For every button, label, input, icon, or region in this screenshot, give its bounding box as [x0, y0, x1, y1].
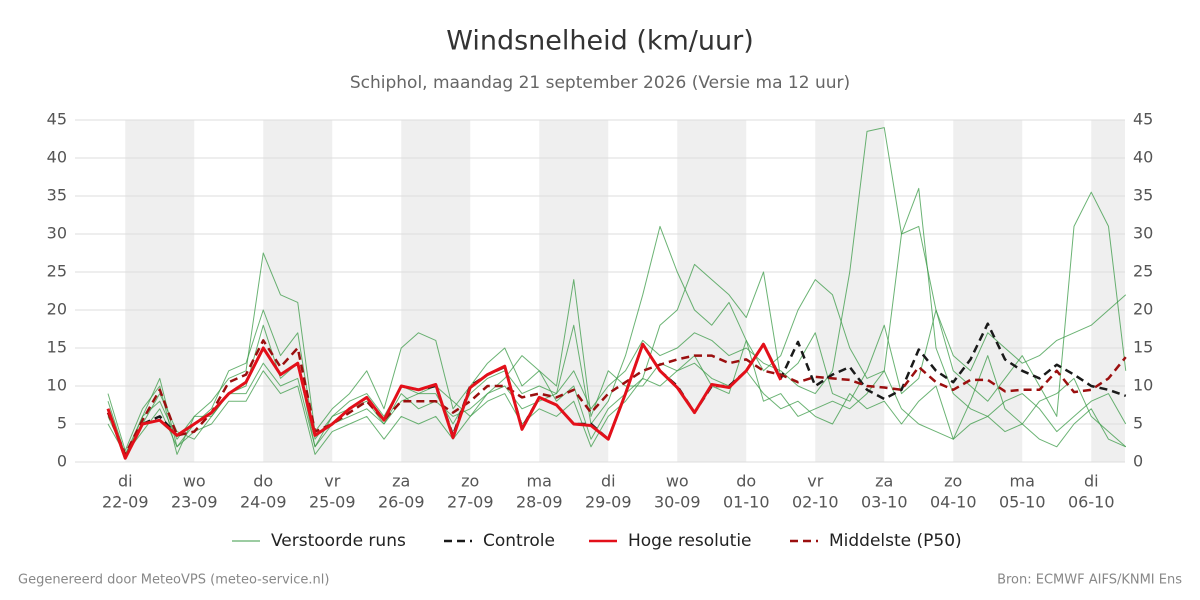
y2-tick-label: 40	[1133, 148, 1153, 167]
x-tick-weekday: za	[392, 472, 410, 491]
series-line	[106, 342, 783, 460]
day-shade	[401, 120, 471, 462]
x-tick-weekday: wo	[183, 472, 206, 491]
x-tick-label: 26-09	[378, 493, 425, 512]
footer-left: Gegenereerd door MeteoVPS (meteo-service…	[18, 573, 329, 588]
x-tick-label: 02-10	[792, 493, 839, 512]
y-tick-label: 10	[47, 376, 67, 395]
y2-tick-label: 5	[1133, 414, 1143, 433]
y2-tick-label: 25	[1133, 262, 1153, 281]
y2-tick-label: 20	[1133, 300, 1153, 319]
x-tick-weekday: wo	[666, 472, 689, 491]
y2-tick-label: 35	[1133, 186, 1153, 205]
y2-tick-label: 10	[1133, 376, 1153, 395]
y-tick-label: 15	[47, 338, 67, 357]
x-tick-label: 04-10	[930, 493, 977, 512]
x-tick-weekday: di	[118, 472, 133, 491]
y-tick-label: 0	[57, 452, 67, 471]
chart-title: Windsnelheid (km/uur)	[446, 26, 754, 57]
y-tick-label: 35	[47, 186, 67, 205]
x-tick-label: 01-10	[723, 493, 770, 512]
y2-tick-label: 30	[1133, 224, 1153, 243]
legend-label: Hoge resolutie	[628, 531, 752, 551]
y2-tick-label: 15	[1133, 338, 1153, 357]
day-shade	[539, 120, 609, 462]
x-tick-weekday: di	[601, 472, 616, 491]
x-tick-label: 28-09	[516, 493, 563, 512]
y-tick-label: 40	[47, 148, 67, 167]
legend-label: Verstoorde runs	[271, 531, 406, 551]
day-shade	[125, 120, 195, 462]
y-tick-label: 20	[47, 300, 67, 319]
x-tick-weekday: vr	[324, 472, 340, 491]
x-tick-weekday: di	[1084, 472, 1099, 491]
x-tick-weekday: ma	[527, 472, 552, 491]
y-tick-label: 5	[57, 414, 67, 433]
x-tick-label: 23-09	[171, 493, 218, 512]
y-tick-label: 30	[47, 224, 67, 243]
y-tick-label: 25	[47, 262, 67, 281]
x-tick-label: 27-09	[447, 493, 494, 512]
ensemble-line	[107, 191, 1127, 459]
x-tick-weekday: ma	[1010, 472, 1035, 491]
x-tick-label: 06-10	[1068, 493, 1115, 512]
y-tick-label: 45	[47, 110, 67, 129]
x-tick-label: 29-09	[585, 493, 632, 512]
x-tick-label: 24-09	[240, 493, 287, 512]
day-shade	[953, 120, 1023, 462]
x-tick-label: 05-10	[999, 493, 1046, 512]
day-shade	[1091, 120, 1125, 462]
x-tick-weekday: zo	[944, 472, 962, 491]
ensemble-line	[107, 187, 1127, 455]
x-tick-label: 22-09	[102, 493, 149, 512]
x-tick-label: 30-09	[654, 493, 701, 512]
x-tick-weekday: zo	[461, 472, 479, 491]
x-tick-label: 25-09	[309, 493, 356, 512]
day-shade	[815, 120, 885, 462]
chart-subtitle: Schiphol, maandag 21 september 2026 (Ver…	[350, 73, 850, 93]
ensemble-line	[107, 362, 1126, 455]
legend-label: Controle	[483, 531, 555, 551]
footer-right: Bron: ECMWF AIFS/KNMI Ens	[997, 573, 1182, 588]
x-tick-weekday: vr	[807, 472, 823, 491]
day-shade	[677, 120, 747, 462]
y2-tick-label: 45	[1133, 110, 1153, 129]
x-tick-label: 03-10	[861, 493, 908, 512]
y2-tick-label: 0	[1133, 452, 1143, 471]
series-line	[106, 339, 1127, 456]
x-tick-weekday: do	[736, 472, 756, 491]
day-shade	[263, 120, 333, 462]
x-tick-weekday: do	[253, 472, 273, 491]
legend-label: Middelste (P50)	[829, 531, 962, 551]
x-tick-weekday: za	[875, 472, 893, 491]
